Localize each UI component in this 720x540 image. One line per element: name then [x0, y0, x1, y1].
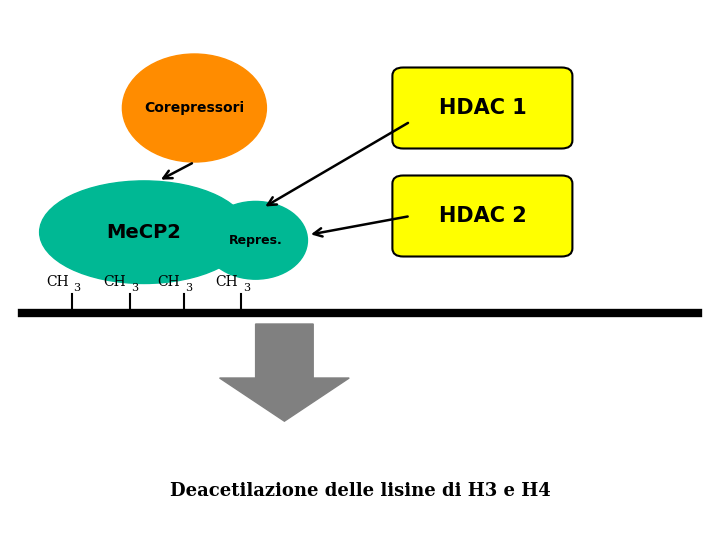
Text: Corepressori: Corepressori — [144, 101, 245, 115]
Polygon shape — [220, 324, 349, 421]
Text: HDAC 1: HDAC 1 — [438, 98, 526, 118]
Text: 3: 3 — [185, 283, 192, 293]
FancyBboxPatch shape — [392, 68, 572, 148]
Text: HDAC 2: HDAC 2 — [438, 206, 526, 226]
Text: Deacetilazione delle lisine di H3 e H4: Deacetilazione delle lisine di H3 e H4 — [170, 482, 550, 501]
Ellipse shape — [40, 181, 248, 284]
Ellipse shape — [204, 201, 307, 279]
Text: 3: 3 — [243, 283, 250, 293]
Text: CH: CH — [215, 275, 238, 289]
Text: Repres.: Repres. — [229, 234, 282, 247]
FancyBboxPatch shape — [392, 176, 572, 256]
Text: 3: 3 — [73, 283, 81, 293]
Text: MeCP2: MeCP2 — [107, 222, 181, 242]
Ellipse shape — [122, 54, 266, 162]
Text: CH: CH — [104, 275, 126, 289]
Text: CH: CH — [46, 275, 68, 289]
Text: CH: CH — [158, 275, 180, 289]
Text: 3: 3 — [131, 283, 138, 293]
